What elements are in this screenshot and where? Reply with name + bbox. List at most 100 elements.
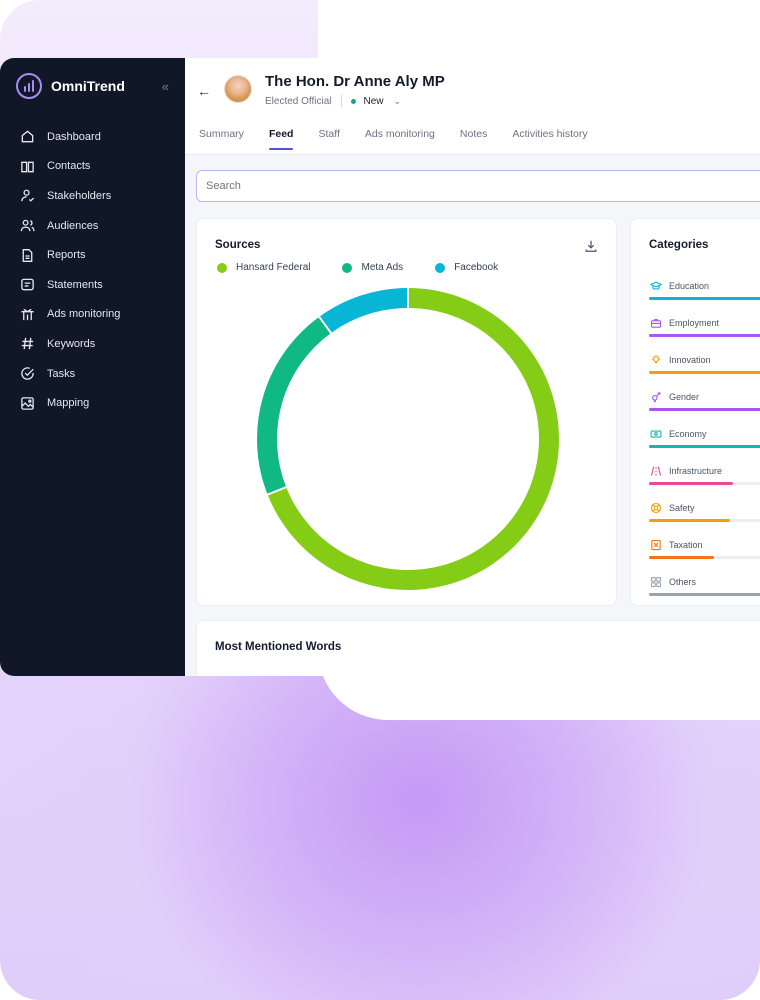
brand-name: OmniTrend xyxy=(51,78,125,94)
sidebar-item-label: Dashboard xyxy=(47,130,101,143)
category-label: Safety xyxy=(669,503,695,513)
donut-separator xyxy=(317,315,333,335)
sidebar-item-reports[interactable]: Reports xyxy=(0,240,185,270)
category-bar xyxy=(649,482,760,485)
category-bar xyxy=(649,593,760,596)
arrow-left-icon[interactable]: ← xyxy=(197,83,211,99)
legend-item-facebook[interactable]: Facebook xyxy=(435,262,498,273)
sources-donut-chart xyxy=(257,287,559,590)
sidebar-item-statements[interactable]: Statements xyxy=(0,270,185,300)
tab-ads-monitoring[interactable]: Ads monitoring xyxy=(364,128,435,140)
legend-label: Facebook xyxy=(454,262,499,273)
donut-slice-facebook[interactable] xyxy=(319,288,409,334)
download-icon[interactable] xyxy=(584,239,598,253)
message-icon xyxy=(18,276,36,294)
antenna-icon xyxy=(18,305,36,323)
category-item-economy[interactable]: Economy xyxy=(649,425,760,462)
briefcase-icon xyxy=(649,317,662,330)
category-label: Taxation xyxy=(669,540,703,550)
donut-slice-hansard-federal[interactable] xyxy=(267,288,559,590)
file-icon xyxy=(18,246,36,264)
check-circle-icon xyxy=(18,365,36,383)
sidebar-item-label: Statements xyxy=(47,278,103,291)
banknote-icon xyxy=(649,428,662,441)
legend-item-hansard-federal[interactable]: Hansard Federal xyxy=(217,262,310,273)
category-bar xyxy=(649,371,760,374)
profile-tabs: Summary Feed Staff Ads monitoring Notes … xyxy=(199,128,613,150)
category-bar xyxy=(649,408,760,411)
category-bar-fill xyxy=(649,297,760,300)
book-icon xyxy=(18,157,36,175)
legend-label: Hansard Federal xyxy=(236,262,311,273)
users-icon xyxy=(18,217,36,235)
profile-header: ← The Hon. Dr Anne Aly MP Elected Offici… xyxy=(185,58,760,155)
sidebar-item-label: Mapping xyxy=(47,397,90,410)
map-icon xyxy=(18,394,36,412)
hash-icon xyxy=(18,335,36,353)
tab-notes[interactable]: Notes xyxy=(459,128,488,140)
sidebar: OmniTrend « Dashboard Contacts Stakeho xyxy=(0,58,185,676)
road-icon xyxy=(649,465,662,478)
category-item-employment[interactable]: Employment xyxy=(649,314,760,351)
category-bar xyxy=(649,334,760,337)
category-label: Employment xyxy=(669,318,720,328)
sidebar-item-tasks[interactable]: Tasks xyxy=(0,359,185,389)
double-chevron-left-icon[interactable]: « xyxy=(161,78,169,94)
category-item-taxation[interactable]: Taxation xyxy=(649,536,760,573)
graduation-cap-icon xyxy=(649,280,662,293)
donut-slice-meta-ads[interactable] xyxy=(257,316,332,495)
category-bar-fill xyxy=(649,334,760,337)
category-bar xyxy=(649,556,760,559)
page-title: The Hon. Dr Anne Aly MP xyxy=(265,73,445,90)
sidebar-item-dashboard[interactable]: Dashboard xyxy=(0,122,185,152)
category-label: Economy xyxy=(669,429,707,439)
category-item-gender[interactable]: Gender xyxy=(649,388,760,425)
category-item-innovation[interactable]: Innovation xyxy=(649,351,760,388)
legend-item-meta-ads[interactable]: Meta Ads xyxy=(342,262,403,273)
tab-feed[interactable]: Feed xyxy=(268,128,293,150)
most-mentioned-words-card: Most Mentioned Words xyxy=(196,620,760,676)
tab-activities-history[interactable]: Activities history xyxy=(512,128,588,140)
category-label: Innovation xyxy=(669,355,711,365)
app-window: OmniTrend « Dashboard Contacts Stakeho xyxy=(0,58,760,676)
sidebar-item-contacts[interactable]: Contacts xyxy=(0,152,185,182)
chevron-down-icon[interactable]: ⌄ xyxy=(393,95,402,106)
sidebar-item-mapping[interactable]: Mapping xyxy=(0,388,185,418)
lightbulb-icon xyxy=(649,354,662,367)
sidebar-item-label: Stakeholders xyxy=(47,189,112,202)
category-item-education[interactable]: Education xyxy=(649,277,760,314)
category-item-safety[interactable]: Safety xyxy=(649,499,760,536)
legend-dot xyxy=(342,262,353,273)
sidebar-item-keywords[interactable]: Keywords xyxy=(0,329,185,359)
category-bar-fill xyxy=(649,519,730,522)
status-badge[interactable]: New xyxy=(363,95,384,107)
tab-staff[interactable]: Staff xyxy=(318,128,340,140)
sidebar-item-stakeholders[interactable]: Stakeholders xyxy=(0,181,185,211)
gender-icon xyxy=(649,391,662,404)
category-bar-fill xyxy=(649,371,760,374)
search-input[interactable] xyxy=(196,170,760,202)
legend-label: Meta Ads xyxy=(361,262,404,273)
category-bar xyxy=(649,297,760,300)
category-label: Gender xyxy=(669,392,700,402)
profile-meta: Elected Official New ⌄ xyxy=(265,95,401,107)
category-bar-fill xyxy=(649,556,715,559)
legend-dot xyxy=(217,262,227,273)
category-label: Others xyxy=(669,577,697,587)
sidebar-item-label: Contacts xyxy=(47,160,91,173)
sidebar-item-audiences[interactable]: Audiences xyxy=(0,211,185,241)
category-item-infrastructure[interactable]: Infrastructure xyxy=(649,462,760,499)
category-label: Education xyxy=(669,281,710,291)
status-dot-icon xyxy=(350,98,356,104)
profile-role: Elected Official xyxy=(265,95,332,107)
category-list: Education Employment xyxy=(649,277,760,610)
category-bar-fill xyxy=(649,593,760,596)
avatar xyxy=(224,75,252,103)
tab-summary[interactable]: Summary xyxy=(199,128,244,140)
category-item-others[interactable]: Others xyxy=(649,573,760,610)
category-label: Infrastructure xyxy=(669,466,723,476)
sidebar-item-label: Keywords xyxy=(47,337,96,350)
sidebar-item-label: Reports xyxy=(47,249,86,262)
sidebar-item-label: Tasks xyxy=(47,367,76,380)
sidebar-item-ads-monitoring[interactable]: Ads monitoring xyxy=(0,300,185,330)
